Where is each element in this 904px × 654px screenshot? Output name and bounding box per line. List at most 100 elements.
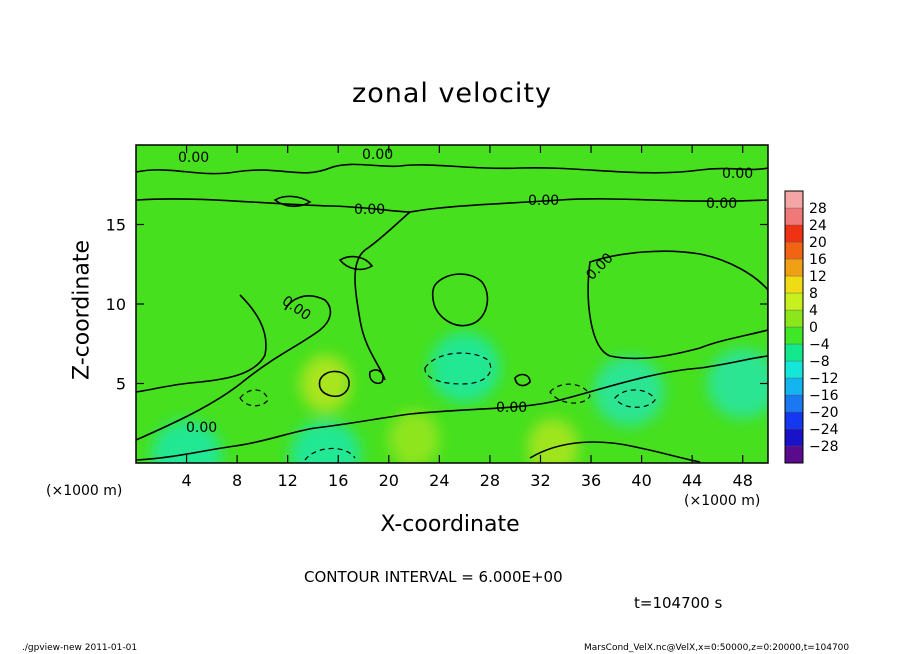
colorbar-swatch: [784, 190, 804, 209]
zero-contours: [136, 163, 768, 463]
negative-contour-line: [614, 389, 656, 408]
y-tick-label: 15: [106, 216, 126, 235]
contour-label: 0.00: [528, 193, 559, 209]
colorbar-label: 8: [809, 286, 818, 302]
colorbar-label: 12: [809, 269, 827, 285]
colorbar-label: −28: [809, 439, 839, 455]
contour-label: 0.00: [178, 150, 209, 166]
zero-contour-line: [529, 441, 701, 463]
y-tick-label: 10: [106, 295, 126, 314]
x-axis-unit-right: (×1000 m): [684, 493, 761, 509]
shaded-patch: [151, 420, 222, 463]
colorbar-swatch: [784, 445, 804, 464]
contour-label: 0.00: [722, 166, 753, 182]
y-tick-label: 5: [116, 375, 126, 394]
colorbar-swatch: [784, 394, 804, 413]
x-tick-label: 28: [480, 471, 500, 490]
x-tick-label: 16: [328, 471, 348, 490]
zero-contour-line: [431, 273, 489, 327]
contour-label: 0.00: [354, 202, 385, 218]
zero-contour-line: [136, 355, 768, 461]
zero-contour-line: [368, 369, 384, 385]
contour-label: 0.00: [186, 420, 217, 436]
x-tick-label: 24: [429, 471, 449, 490]
contour-label: 0.00: [706, 196, 737, 212]
colorbar-swatch: [784, 224, 804, 243]
x-tick-label: 4: [181, 471, 191, 490]
x-tick-label: 36: [581, 471, 601, 490]
velocity-patches: [151, 332, 768, 463]
footer-left: ./gpview-new 2011-01-01: [22, 643, 138, 653]
colorbar-label: −12: [809, 371, 839, 387]
y-axis-label: Z-coordinate: [69, 240, 95, 380]
colorbar-swatch: [784, 411, 804, 430]
plot-background: [136, 145, 768, 463]
contour-interval-text: CONTOUR INTERVAL = 6.000E+00: [304, 568, 563, 586]
zero-contour-line: [136, 295, 332, 441]
x-tick-label: 8: [232, 471, 242, 490]
zero-contour-line: [587, 250, 768, 360]
negative-contour-line: [239, 389, 269, 407]
x-tick-label: 48: [733, 471, 753, 490]
colorbar-label: 20: [809, 235, 827, 251]
colorbar-swatch: [784, 258, 804, 277]
colorbar-swatch: [784, 309, 804, 328]
shaded-patch: [388, 410, 440, 463]
x-tick-label: 32: [530, 471, 550, 490]
negative-contour-line: [549, 383, 591, 404]
x-tick-label: 40: [631, 471, 651, 490]
plot-area: 0.00 0.00 0.00 0.00 0.00 0.00 0.00 0.00 …: [106, 144, 769, 491]
zero-contour-line: [514, 373, 531, 387]
negative-contour-line: [424, 352, 492, 385]
colorbar-label: −20: [809, 405, 839, 421]
zero-contour-line: [136, 163, 768, 175]
shaded-patch: [429, 332, 501, 403]
x-axis-unit-left: (×1000 m): [46, 483, 123, 499]
colorbar-label: −24: [809, 422, 839, 438]
colorbar-swatch: [784, 428, 804, 447]
colorbar-label: −16: [809, 388, 839, 404]
colorbar-frame: [784, 190, 804, 464]
colorbar-swatch: [784, 241, 804, 260]
shaded-patch: [593, 356, 665, 427]
colorbar-swatch: [784, 207, 804, 226]
colorbar-label: 4: [809, 303, 818, 319]
colorbar-label: −4: [809, 337, 830, 353]
shaded-patch: [290, 420, 361, 463]
footer-right: MarsCond_VelX.nc@VelX,x=0:50000,z=0:2000…: [584, 643, 850, 653]
colorbar-swatch: [784, 326, 804, 345]
contour-label: 0.00: [362, 147, 393, 163]
colorbar-swatch: [784, 292, 804, 311]
time-label: t=104700 s: [634, 594, 723, 612]
x-tick-label: 20: [379, 471, 399, 490]
zero-contour-line: [354, 211, 411, 381]
axis-ticks: [136, 145, 768, 463]
x-axis-label: X-coordinate: [380, 512, 520, 537]
colorbar-swatch: [784, 377, 804, 396]
zero-contour-line: [136, 198, 768, 213]
colorbar-label: 0: [809, 320, 818, 336]
colorbar-label: 28: [809, 201, 827, 217]
x-tick-label: 12: [278, 471, 298, 490]
zero-contour-line: [318, 370, 350, 398]
shaded-patch: [707, 348, 768, 419]
x-tick-label: 44: [682, 471, 702, 490]
colorbar-label: 24: [809, 218, 827, 234]
colorbar-swatch: [784, 343, 804, 362]
zero-contour-line: [338, 255, 374, 271]
shaded-patch: [300, 354, 351, 413]
colorbar-label: 16: [809, 252, 827, 268]
zero-contour-line: [136, 294, 267, 393]
negative-contour-line: [304, 447, 356, 461]
chart-title: zonal velocity: [352, 78, 552, 109]
colorbar-blocks: [784, 190, 804, 464]
colorbar-swatch: [784, 360, 804, 379]
colorbar-label: −8: [809, 354, 830, 370]
zero-contour-line: [273, 195, 312, 208]
contour-label: 0.00: [496, 400, 527, 416]
colorbar-swatch: [784, 275, 804, 294]
